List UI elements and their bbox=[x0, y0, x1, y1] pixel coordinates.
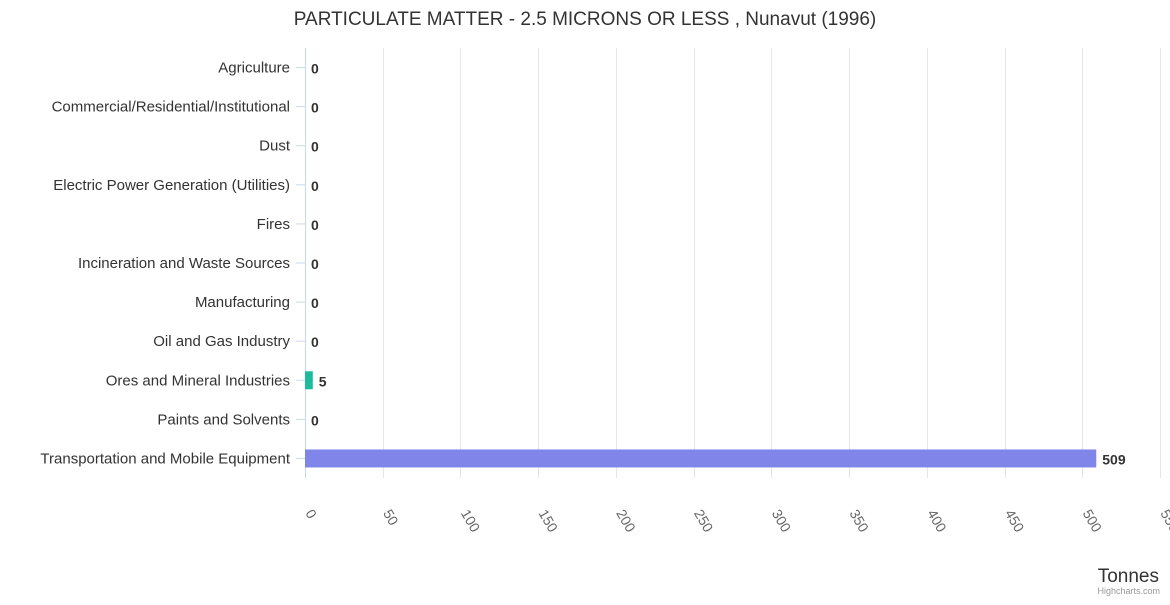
bar[interactable]: Transportation and Mobile Equipment: 509 bbox=[305, 449, 1097, 468]
category-label: Incineration and Waste Sources bbox=[78, 255, 290, 272]
data-label: 5 bbox=[319, 373, 327, 389]
gridlines bbox=[296, 48, 1161, 478]
category-label: Ores and Mineral Industries bbox=[106, 372, 290, 389]
category-label: Commercial/Residential/Institutional bbox=[52, 99, 290, 116]
x-tick-label: 50 bbox=[380, 507, 402, 529]
category-label: Electric Power Generation (Utilities) bbox=[53, 177, 290, 194]
data-label: 0 bbox=[311, 334, 319, 350]
category-label: Oil and Gas Industry bbox=[153, 333, 290, 350]
category-label: Paints and Solvents bbox=[157, 411, 290, 428]
category-label: Dust bbox=[259, 138, 291, 155]
data-label: 0 bbox=[311, 100, 319, 116]
data-label: 0 bbox=[311, 295, 319, 311]
credits-link[interactable]: Highcharts.com bbox=[1097, 586, 1160, 596]
x-axis-title: Tonnes bbox=[1098, 566, 1159, 587]
bar[interactable]: Ores and Mineral Industries: 5 bbox=[305, 371, 313, 390]
data-label: 0 bbox=[311, 61, 319, 77]
category-label: Agriculture bbox=[218, 60, 290, 77]
category-label: Manufacturing bbox=[195, 294, 290, 311]
data-label: 0 bbox=[311, 178, 319, 194]
chart-title: PARTICULATE MATTER - 2.5 MICRONS OR LESS… bbox=[294, 9, 876, 30]
category-label: Fires bbox=[257, 216, 290, 233]
data-label: 0 bbox=[311, 217, 319, 233]
data-label: 0 bbox=[311, 412, 319, 428]
data-label: 0 bbox=[311, 139, 319, 155]
category-labels: Agriculture Commercial/Residential/Instit… bbox=[40, 60, 290, 468]
bars: Agriculture: 0Commercial/Residential/Ins… bbox=[305, 371, 1097, 468]
category-label: Transportation and Mobile Equipment bbox=[40, 450, 290, 467]
data-label: 0 bbox=[311, 256, 319, 272]
data-labels: 0 0 0 0 0 0 0 0 5 0 509 bbox=[311, 61, 1126, 468]
data-label: 509 bbox=[1102, 451, 1126, 467]
